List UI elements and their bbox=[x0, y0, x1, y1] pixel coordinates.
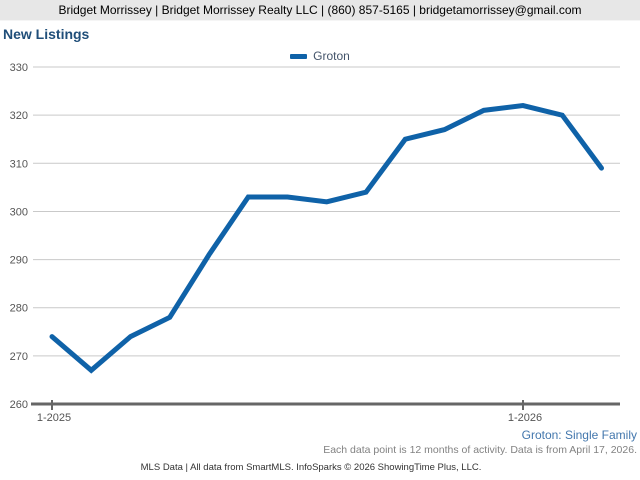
y-tick-label: 320 bbox=[10, 110, 28, 122]
page-title: New Listings bbox=[3, 26, 90, 42]
y-tick-label: 280 bbox=[10, 303, 28, 315]
footer-series-note: Groton: Single Family bbox=[521, 428, 637, 442]
footer-data-note: Each data point is 12 months of activity… bbox=[323, 444, 637, 456]
legend-swatch-groton[interactable] bbox=[290, 53, 308, 59]
header-bar: Bridget Morrissey | Bridget Morrissey Re… bbox=[0, 0, 640, 21]
legend-label-groton[interactable]: Groton bbox=[313, 49, 350, 63]
series-line-groton bbox=[49, 102, 604, 374]
header-contact-line: Bridget Morrissey | Bridget Morrissey Re… bbox=[58, 3, 582, 17]
x-tick-label: 1-2025 bbox=[37, 412, 71, 424]
y-tick-label: 310 bbox=[10, 158, 28, 170]
x-tick-label: 1-2026 bbox=[508, 412, 542, 424]
footer-attribution: MLS Data | All data from SmartMLS. InfoS… bbox=[140, 462, 482, 473]
y-tick-label: 260 bbox=[10, 399, 28, 411]
y-tick-label: 300 bbox=[10, 206, 28, 218]
legend: Groton bbox=[0, 48, 640, 64]
y-tick-label: 270 bbox=[10, 351, 28, 363]
y-tick-label: 290 bbox=[10, 255, 28, 267]
